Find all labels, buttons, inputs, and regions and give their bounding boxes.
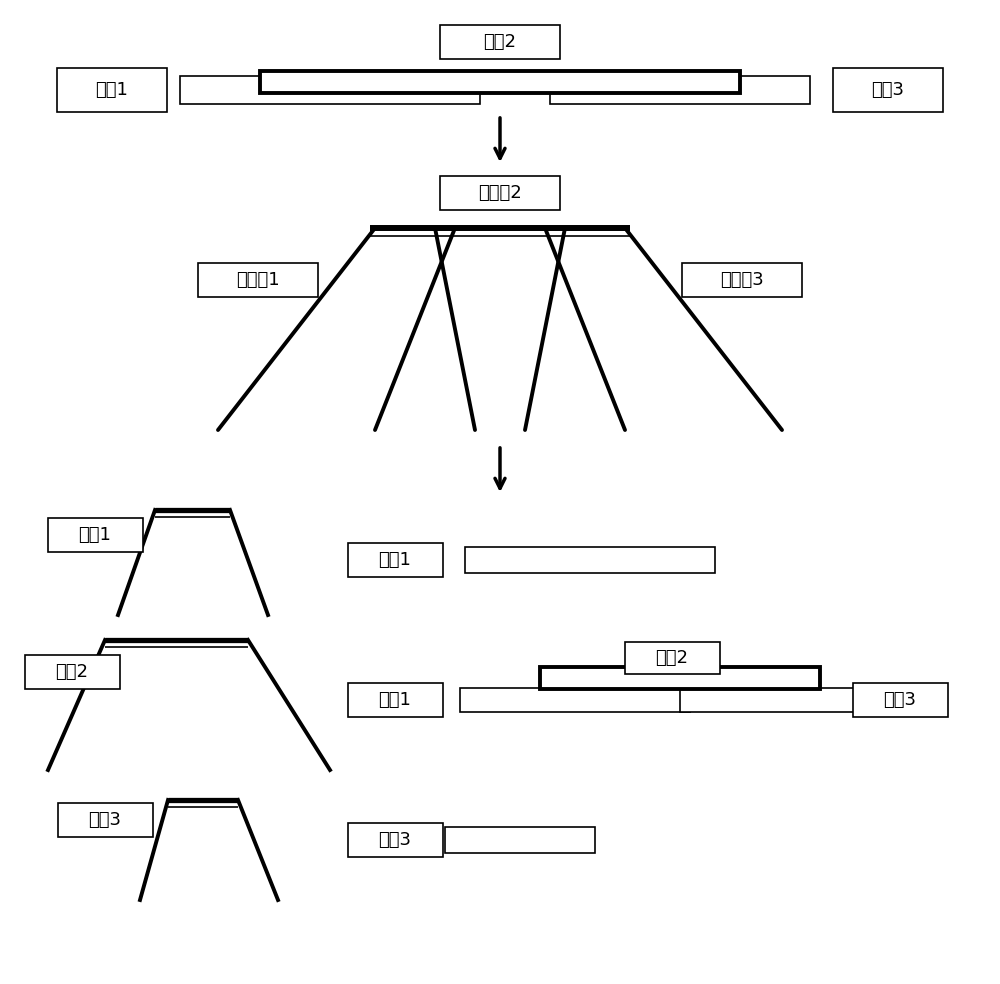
Text: 通道3: 通道3 bbox=[88, 811, 122, 829]
Bar bbox=[460, 688, 690, 712]
Bar bbox=[540, 667, 820, 689]
Bar bbox=[833, 68, 943, 112]
Bar bbox=[48, 518, 143, 552]
Bar bbox=[24, 655, 120, 689]
Bar bbox=[348, 543, 442, 577]
Bar bbox=[682, 263, 802, 297]
Bar bbox=[465, 547, 715, 573]
Text: 信号3: 信号3 bbox=[872, 81, 904, 99]
Text: 信号1: 信号1 bbox=[379, 551, 411, 569]
Bar bbox=[445, 827, 595, 853]
Bar bbox=[198, 263, 318, 297]
Text: 滤波器3: 滤波器3 bbox=[720, 271, 764, 289]
Bar bbox=[440, 176, 560, 210]
Bar bbox=[680, 688, 860, 712]
Text: 滤波器2: 滤波器2 bbox=[478, 184, 522, 202]
Text: 通道2: 通道2 bbox=[56, 663, 88, 681]
Text: 信号3: 信号3 bbox=[884, 691, 916, 709]
Bar bbox=[57, 68, 167, 112]
Text: 信号1: 信号1 bbox=[379, 691, 411, 709]
Text: 滤波器1: 滤波器1 bbox=[236, 271, 280, 289]
Text: 通道1: 通道1 bbox=[79, 526, 111, 544]
Bar bbox=[550, 76, 810, 104]
Bar bbox=[260, 71, 740, 93]
Text: 信号2: 信号2 bbox=[484, 33, 516, 51]
Text: 信号2: 信号2 bbox=[656, 649, 688, 667]
Bar bbox=[440, 25, 560, 59]
Text: 信号1: 信号1 bbox=[96, 81, 128, 99]
Text: 信号3: 信号3 bbox=[378, 831, 412, 849]
Bar bbox=[180, 76, 480, 104]
Bar bbox=[348, 823, 442, 857]
Bar bbox=[852, 683, 948, 717]
Bar bbox=[348, 683, 442, 717]
Bar bbox=[58, 803, 152, 837]
Bar bbox=[624, 642, 720, 674]
